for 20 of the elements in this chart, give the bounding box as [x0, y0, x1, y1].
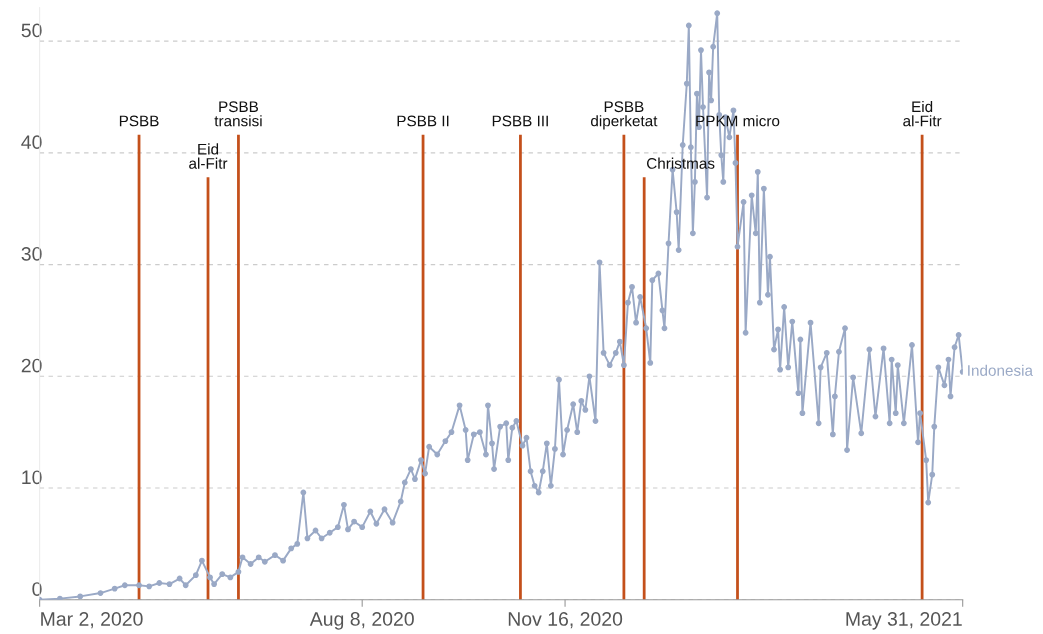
series-label: Indonesia: [968, 364, 1033, 376]
x-tick-label: Aug 8, 2020: [309, 612, 414, 630]
y-tick-label: 0: [32, 582, 42, 596]
ref-line-label: PSBB transisi: [214, 101, 262, 127]
y-tick-label: 20: [21, 358, 42, 373]
y-tick-label: 10: [22, 470, 42, 485]
y-tick-label: 50: [21, 23, 42, 38]
y-tick-label: 30: [21, 246, 42, 261]
ref-line-label: PSBB III: [492, 115, 548, 127]
x-tick-label: Mar 2, 2020: [41, 612, 143, 629]
ref-line-label: PSBB diperketat: [591, 101, 658, 130]
x-tick-label: May 31, 2021: [846, 612, 962, 630]
y-tick-label: 40: [21, 135, 42, 150]
ref-line-label: PSBB II: [397, 115, 449, 127]
x-tick-label: Nov 16, 2020: [508, 612, 623, 629]
ref-line-label: PSBB: [119, 115, 159, 127]
ref-line-label: Eid al-Fitr: [903, 100, 942, 127]
ref-line-label: PPKM micro: [696, 115, 780, 127]
ref-line-label: Eid al-Fitr: [189, 143, 228, 169]
ref-line-label: Christmas: [646, 157, 715, 169]
